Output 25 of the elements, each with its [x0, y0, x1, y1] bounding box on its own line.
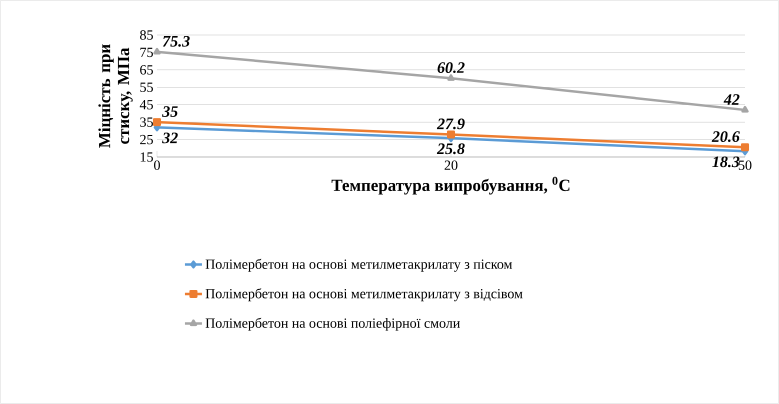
y-axis-title: Міцність при стиску, МПа — [98, 44, 133, 148]
legend-label: Полімербетон на основі метилметакрилату з відсівом — [206, 288, 523, 302]
x-axis-title: Температура випробування, $^{0}$С — [332, 176, 570, 195]
data-label: 27.9 — [436, 118, 465, 130]
legend-label: Полімербетон на основі метилметакрилату з піском — [206, 258, 512, 272]
data-label: 60.2 — [438, 62, 465, 74]
data-label: 35 — [162, 106, 178, 117]
data-label: 25.8 — [436, 143, 465, 154]
y-tick-label: 35 — [140, 117, 153, 127]
data-label: 42 — [724, 94, 740, 105]
data-label: 32 — [162, 132, 178, 144]
x-tick-label: 20 — [444, 160, 458, 170]
y-tick-label: 55 — [140, 82, 153, 92]
y-tick-label: 65 — [140, 65, 153, 75]
y-tick-label: 25 — [140, 134, 153, 144]
data-label: 75.3 — [162, 36, 190, 47]
y-tick-label: 85 — [140, 30, 153, 40]
data-label: 18.3 — [712, 156, 740, 168]
y-tick-label: 15 — [140, 152, 153, 162]
legend-label: Полімербетон на основі поліефірної смоли — [206, 318, 460, 331]
y-tick-label: 75 — [140, 48, 153, 58]
data-label: 20.6 — [712, 131, 740, 142]
x-tick-label: 0 — [154, 160, 160, 170]
x-tick-label: 50 — [738, 160, 752, 170]
y-tick-label: 45 — [140, 100, 153, 110]
